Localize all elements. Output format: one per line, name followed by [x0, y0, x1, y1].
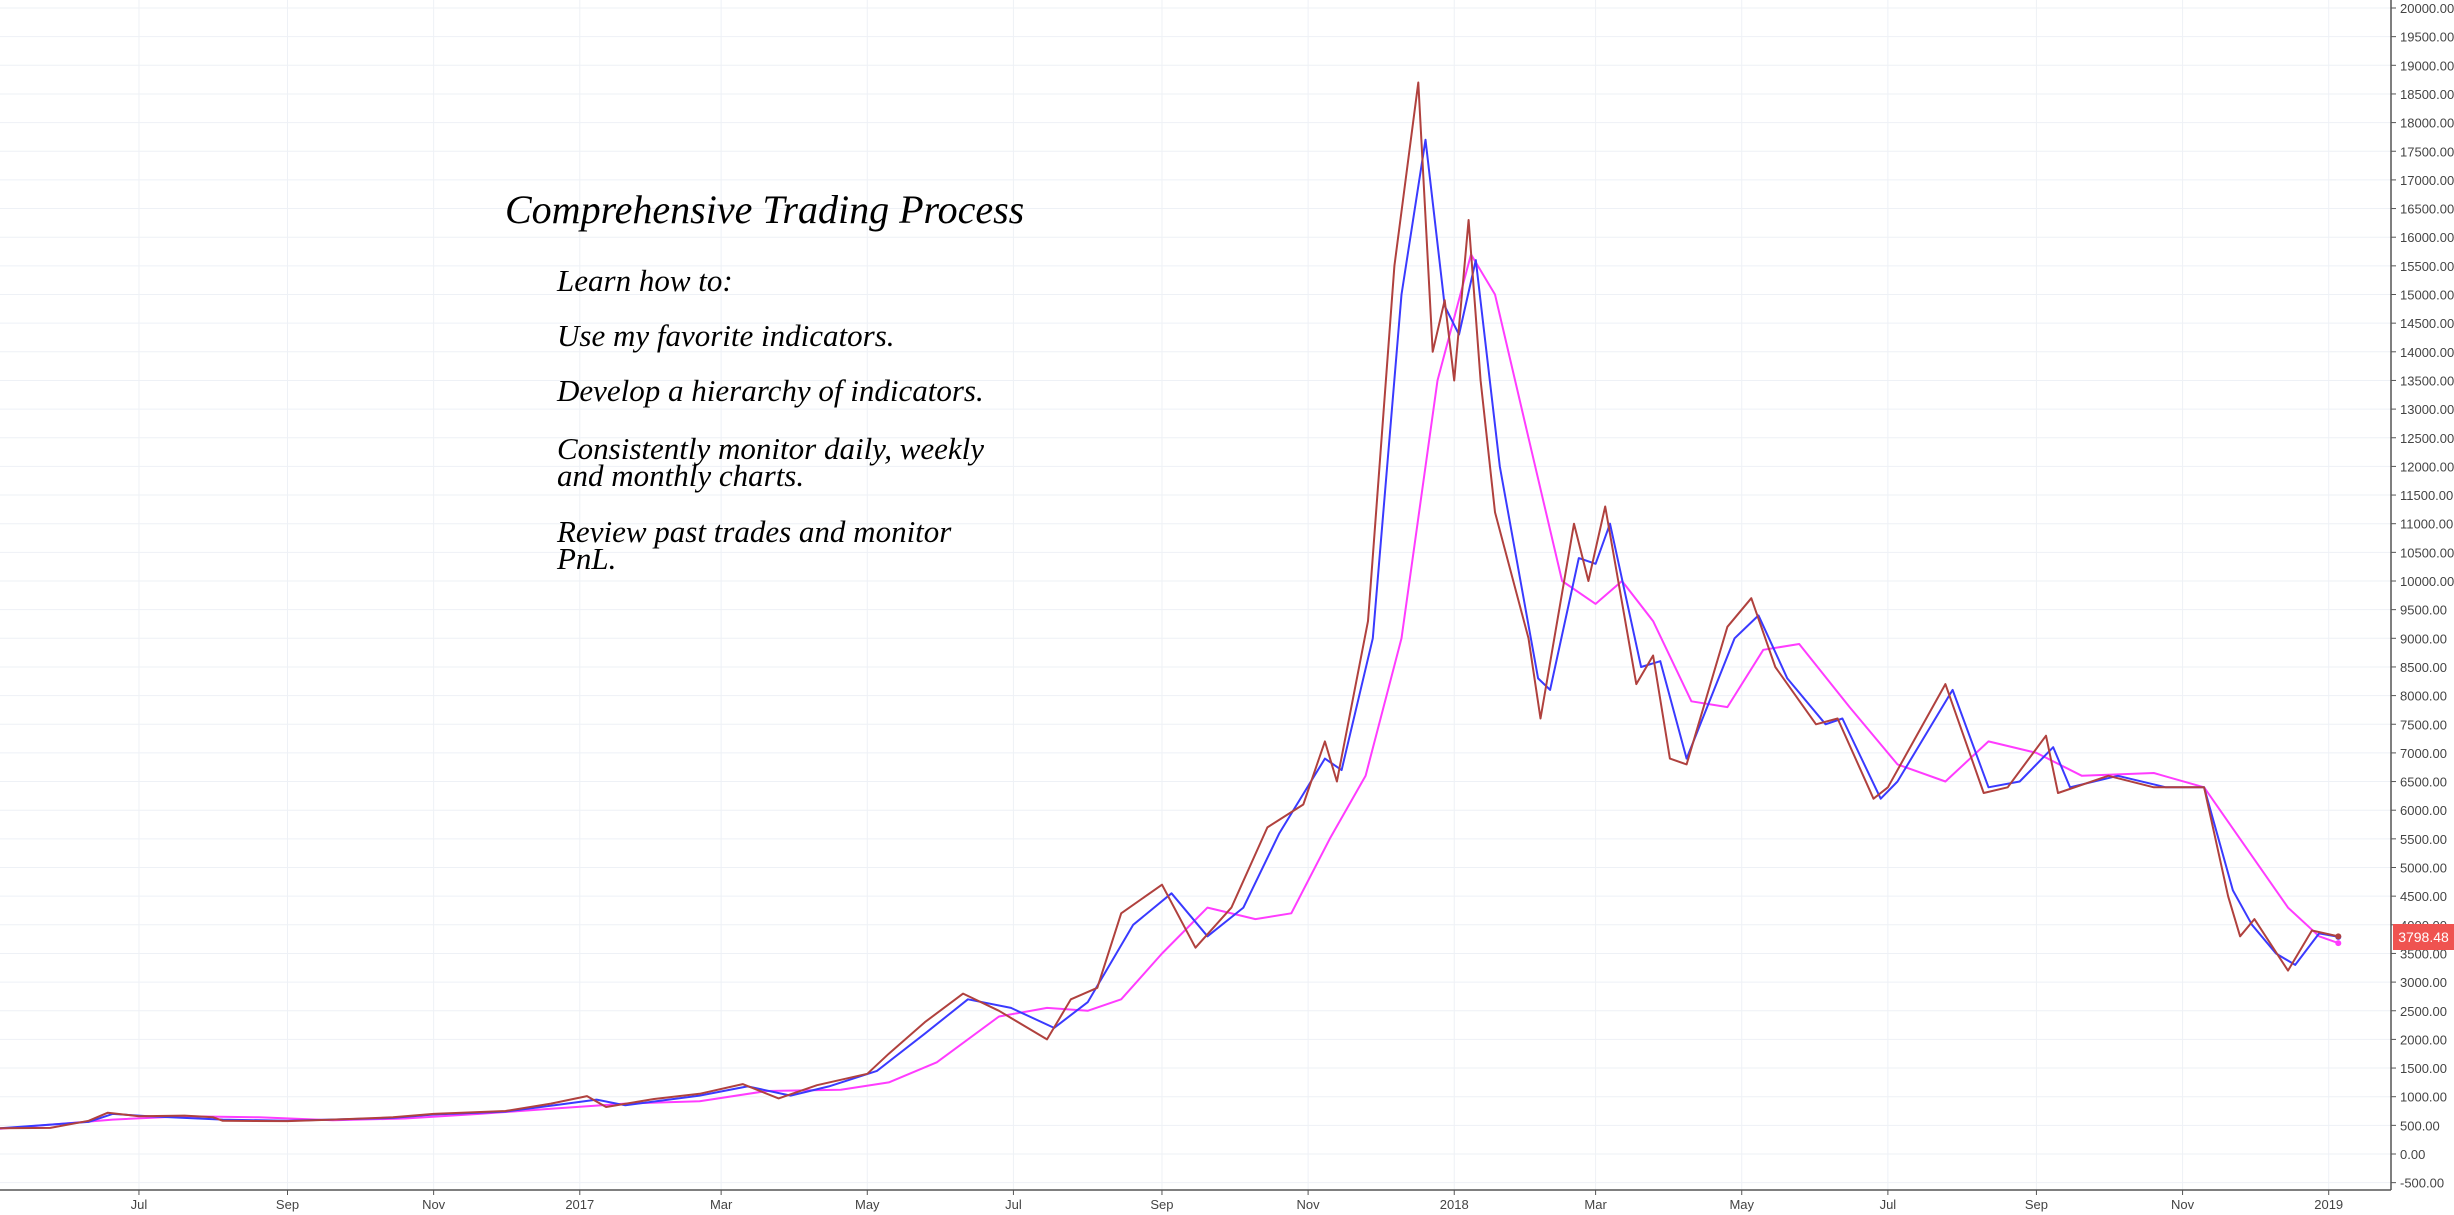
- y-tick-label: 10000.00: [2400, 574, 2454, 589]
- y-tick-label: 4500.00: [2400, 889, 2447, 904]
- x-tick-label: Nov: [422, 1197, 446, 1212]
- x-tick-label: Jul: [1005, 1197, 1022, 1212]
- y-tick-label: 8500.00: [2400, 660, 2447, 675]
- y-tick-label: -500.00: [2400, 1176, 2444, 1191]
- y-tick-label: 0.00: [2400, 1147, 2425, 1162]
- y-tick-label: 13500.00: [2400, 373, 2454, 388]
- y-tick-label: 1000.00: [2400, 1090, 2447, 1105]
- x-tick-label: Mar: [1584, 1197, 1607, 1212]
- x-tick-label: Nov: [1297, 1197, 1321, 1212]
- y-tick-label: 15000.00: [2400, 288, 2454, 303]
- y-tick-label: 17000.00: [2400, 173, 2454, 188]
- x-tick-label: Jul: [1880, 1197, 1897, 1212]
- x-tick-label: 2019: [2314, 1197, 2343, 1212]
- y-tick-label: 5000.00: [2400, 861, 2447, 876]
- y-tick-label: 17500.00: [2400, 144, 2454, 159]
- y-tick-label: 2000.00: [2400, 1032, 2447, 1047]
- annotation-line: Learn how to:: [557, 263, 733, 298]
- y-tick-label: 7000.00: [2400, 746, 2447, 761]
- y-tick-label: 2500.00: [2400, 1004, 2447, 1019]
- grid: [0, 0, 2391, 1190]
- y-tick-label: 12500.00: [2400, 431, 2454, 446]
- x-tick-label: Sep: [276, 1197, 299, 1212]
- last-price-label: 3798.48: [2393, 924, 2454, 950]
- y-tick-label: 500.00: [2400, 1118, 2440, 1133]
- y-tick-label: 8000.00: [2400, 689, 2447, 704]
- annotation-title: Comprehensive Trading Process: [505, 187, 1025, 232]
- y-tick-label: 19000.00: [2400, 58, 2454, 73]
- y-tick-label: 14500.00: [2400, 316, 2454, 331]
- x-tick-label: May: [1729, 1197, 1754, 1212]
- series-lines: [0, 81, 2342, 1130]
- x-tick-label: Sep: [1150, 1197, 1173, 1212]
- annotation-line: Consistently monitor daily, weekly and m…: [557, 431, 985, 493]
- x-tick-label: May: [855, 1197, 880, 1212]
- y-tick-label: 7500.00: [2400, 717, 2447, 732]
- y-tick-label: 3500.00: [2400, 946, 2447, 961]
- price-axis[interactable]: -500.00 0.00 500.00 1000.00 1500.00 2000.00 25…: [2390, 0, 2454, 1191]
- y-tick-label: 9000.00: [2400, 631, 2447, 646]
- y-tick-label: 20000.00: [2400, 1, 2454, 16]
- y-tick-label: 1500.00: [2400, 1061, 2447, 1076]
- y-tick-label: 6000.00: [2400, 803, 2447, 818]
- annotation-line: Develop a hierarchy of indicators.: [557, 373, 984, 408]
- y-tick-label: 15500.00: [2400, 259, 2454, 274]
- annotation-line: Use my favorite indicators.: [557, 318, 895, 353]
- y-tick-label: 12000.00: [2400, 459, 2454, 474]
- y-tick-label: 9500.00: [2400, 603, 2447, 618]
- x-tick-label: Sep: [2025, 1197, 2048, 1212]
- y-tick-label: 16500.00: [2400, 202, 2454, 217]
- y-tick-label: 18000.00: [2400, 116, 2454, 131]
- price-line: [0, 81, 2339, 1130]
- y-tick-label: 11500.00: [2400, 488, 2453, 503]
- y-tick-label: 6500.00: [2400, 775, 2447, 790]
- x-tick-label: Mar: [710, 1197, 733, 1212]
- slow_ma-last-point: [2335, 940, 2342, 947]
- y-tick-label: 18500.00: [2400, 87, 2454, 102]
- time-axis[interactable]: Jul Sep Nov 2017 Mar May Jul Sep Nov 2018 Mar May Ju…: [0, 1189, 2391, 1212]
- annotation-line: Review past trades and monitor PnL.: [557, 514, 952, 576]
- x-tick-label: 2018: [1440, 1197, 1469, 1212]
- slow_ma-line: [0, 253, 2339, 1130]
- y-tick-label: 3000.00: [2400, 975, 2447, 990]
- fast_ma-line: [0, 138, 2339, 1130]
- x-tick-label: Nov: [2171, 1197, 2195, 1212]
- y-tick-label: 10500.00: [2400, 545, 2454, 560]
- y-tick-label: 14000.00: [2400, 345, 2454, 360]
- x-tick-label: 2017: [565, 1197, 594, 1212]
- y-tick-label: 5500.00: [2400, 832, 2447, 847]
- y-tick-label: 11000.00: [2400, 517, 2453, 532]
- y-tick-label: 19500.00: [2400, 30, 2454, 45]
- price-last-point: [2335, 933, 2342, 940]
- y-tick-label: 16000.00: [2400, 230, 2454, 245]
- y-tick-label: 13000.00: [2400, 402, 2454, 417]
- x-tick-label: Jul: [131, 1197, 148, 1212]
